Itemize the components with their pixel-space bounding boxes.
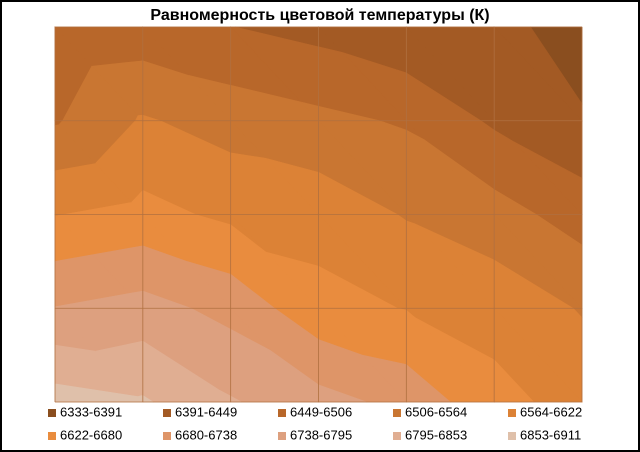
chart-title: Равномерность цветовой температуры (К) [150,7,489,24]
legend-label: 6391-6449 [175,404,237,419]
legend-swatch [163,432,171,440]
grid [54,26,583,403]
legend-label: 6506-6564 [405,404,467,419]
legend-swatch [508,432,516,440]
legend-label: 6564-6622 [520,404,582,419]
legend-label: 6738-6795 [290,427,352,442]
legend-swatch [508,409,516,417]
legend-swatch [278,409,286,417]
legend-label: 6622-6680 [60,427,122,442]
legend-label: 6680-6738 [175,427,237,442]
legend-label: 6449-6506 [290,404,352,419]
legend-swatch [393,432,401,440]
legend-swatch [393,409,401,417]
legend-label: 6333-6391 [60,404,122,419]
legend: 6333-6391 6391-6449 6449-6506 6506-6564 6564… [48,404,582,442]
legend-swatch [48,432,56,440]
legend-swatch [278,432,286,440]
legend-label: 6795-6853 [405,427,467,442]
legend-swatch [163,409,171,417]
legend-swatch [48,409,56,417]
plot-area [54,26,583,403]
legend-label: 6853-6911 [520,427,581,442]
